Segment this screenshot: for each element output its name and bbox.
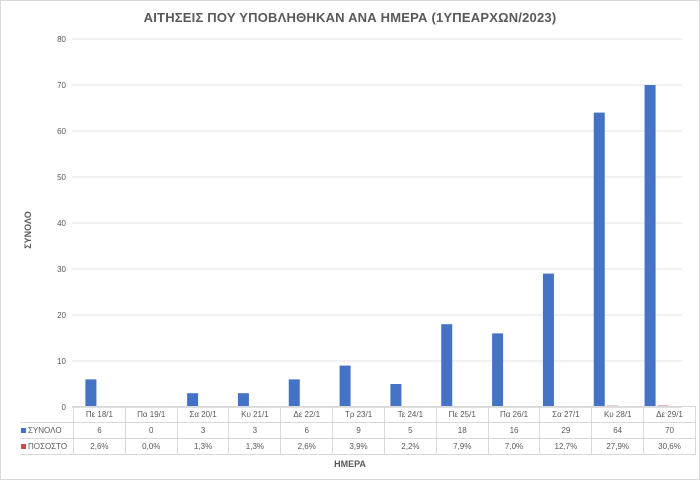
x-tick-label: Τρ 23/1	[332, 406, 385, 423]
bar-synolo	[492, 333, 504, 407]
data-table-corner	[20, 406, 74, 423]
y-tick-label: 80	[57, 35, 66, 44]
data-table-category-row: Πε 18/1 Πα 19/1 Σα 20/1 Κυ 21/1 Δε 22/1 Τρ 23…	[20, 406, 696, 423]
chart-data-table: Πε 18/1 Πα 19/1 Σα 20/1 Κυ 21/1 Δε 22/1 Τρ 23…	[20, 406, 696, 455]
legend-entry: ΣΥΝΟΛΟ	[20, 422, 74, 439]
x-tick-label: Τε 24/1	[383, 406, 437, 423]
y-tick-label: 20	[57, 311, 66, 320]
data-label: 7,0%	[487, 438, 541, 455]
data-label: 18	[435, 422, 489, 439]
y-tick-label: 60	[57, 127, 66, 136]
x-tick-label: Δε 29/1	[643, 406, 696, 423]
data-table-series-row: ΠΟΣΟΣΤΟ 2,6% 0,0% 1,3% 1,3% 2,6% 3,9% 2,2% 7,9%…	[20, 438, 696, 455]
data-label: 1,3%	[228, 438, 282, 455]
y-tick-label: 30	[57, 265, 66, 274]
x-tick-label: Πα 19/1	[124, 406, 178, 423]
x-tick-label: Πε 25/1	[435, 406, 489, 423]
x-tick-label: Δε 22/1	[280, 406, 334, 423]
bar-synolo	[542, 273, 554, 407]
y-tick-label: 50	[57, 173, 66, 182]
data-label: 2,6%	[73, 438, 126, 455]
data-label: 1,3%	[176, 438, 230, 455]
bar-synolo	[85, 379, 97, 407]
data-label: 6	[280, 422, 334, 439]
x-tick-label: Πε 18/1	[73, 406, 126, 423]
data-label: 3	[176, 422, 230, 439]
data-label: 3,9%	[332, 438, 385, 455]
x-tick-label: Κυ 21/1	[228, 406, 282, 423]
chart-title: ΑΙΤΗΣΕΙΣ ΠΟΥ ΥΠΟΒΛΗΘΗΚΑΝ ΑΝΑ ΗΜΕΡΑ (1ΥΠΕ…	[143, 10, 557, 25]
bar-synolo	[187, 393, 199, 407]
legend-key	[21, 444, 26, 450]
legend-entry: ΠΟΣΟΣΤΟ	[20, 438, 74, 455]
data-label: 5	[383, 422, 437, 439]
data-label: 29	[539, 422, 593, 439]
legend-label: ΣΥΝΟΛΟ	[28, 426, 62, 435]
data-label: 6	[73, 422, 126, 439]
bar-synolo	[644, 85, 656, 407]
data-label: 30,6%	[643, 438, 696, 455]
x-tick-label: Πα 26/1	[487, 406, 541, 423]
data-label: 2,2%	[383, 438, 437, 455]
data-label: 12,7%	[539, 438, 593, 455]
data-label: 3	[228, 422, 282, 439]
bar-synolo	[339, 365, 351, 407]
data-label: 7,9%	[435, 438, 489, 455]
bar-synolo	[593, 112, 605, 407]
y-tick-label: 40	[57, 219, 66, 228]
bar-synolo	[390, 384, 402, 407]
x-axis-label: ΗΜΕΡΑ	[334, 459, 366, 469]
data-label: 27,9%	[591, 438, 645, 455]
data-label: 0,0%	[124, 438, 178, 455]
bar-synolo	[288, 379, 300, 407]
x-tick-label: Κυ 28/1	[591, 406, 645, 423]
data-table-series-row: ΣΥΝΟΛΟ 6 0 3 3 6 9 5 18 16 29 64 70	[20, 422, 696, 439]
data-label: 16	[487, 422, 541, 439]
x-tick-label: Σα 20/1	[176, 406, 230, 423]
legend-label: ΠΟΣΟΣΤΟ	[28, 442, 68, 451]
data-label: 9	[332, 422, 385, 439]
bar-synolo	[237, 393, 249, 407]
data-label: 64	[591, 422, 645, 439]
legend-key	[21, 428, 26, 434]
y-tick-label: 10	[57, 357, 66, 366]
y-tick-label: 70	[57, 81, 66, 90]
x-tick-label: Σα 27/1	[539, 406, 593, 423]
data-label: 2,6%	[280, 438, 334, 455]
bar-synolo	[441, 324, 453, 407]
data-label: 70	[643, 422, 696, 439]
data-label: 0	[124, 422, 178, 439]
